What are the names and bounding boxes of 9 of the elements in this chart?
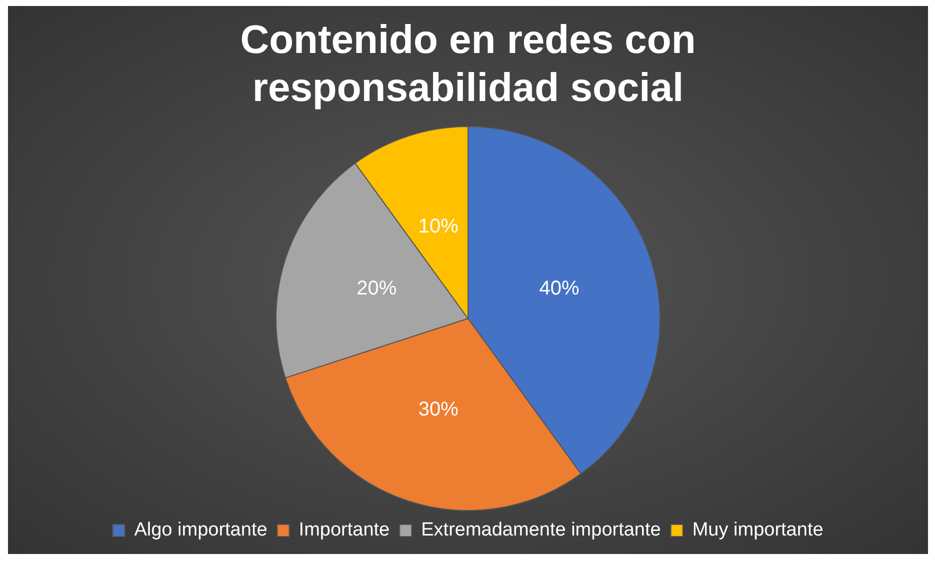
data-label: 10%: [418, 216, 459, 238]
legend-label: Importante: [298, 520, 390, 541]
data-label: 30%: [418, 398, 459, 420]
legend-label: Extremadamente importante: [421, 520, 661, 541]
chart-title: Contenido en redes con responsabilidad social: [239, 17, 697, 112]
data-label: 20%: [356, 277, 397, 300]
data-label: 40%: [539, 277, 580, 300]
legend-label: Muy importante: [692, 520, 824, 541]
legend-label: Algo importante: [134, 520, 268, 541]
